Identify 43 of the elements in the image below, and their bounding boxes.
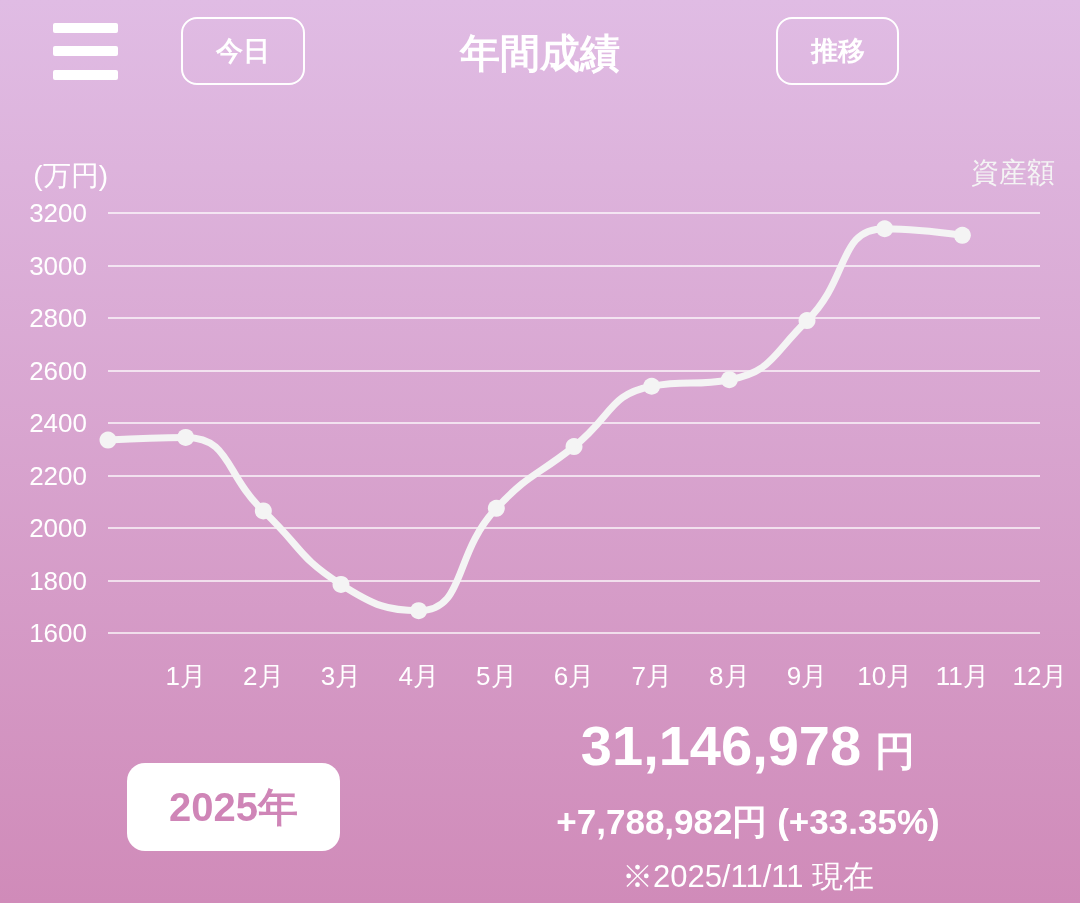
x-tick-label: 1月 <box>165 661 206 691</box>
point <box>332 575 350 593</box>
y-axis-title: (万円) <box>33 159 108 191</box>
series-label: 資産額 <box>971 156 1055 188</box>
x-tick-label: 4月 <box>398 661 439 691</box>
text: 2025年 <box>127 763 340 851</box>
y-tick-label: 2600 <box>29 355 87 386</box>
point <box>487 499 505 517</box>
x-tick-label: 12月 <box>1012 661 1068 691</box>
y-tick-label: 1600 <box>29 618 87 648</box>
point <box>99 431 117 449</box>
y-tick-label: 2000 <box>29 513 87 543</box>
point <box>254 502 272 520</box>
x-tick-label: 2月 <box>243 661 284 691</box>
text: 今日 <box>181 17 305 85</box>
y-tick-label: 2800 <box>29 303 87 333</box>
x-tick-label: 9月 <box>786 661 828 691</box>
point <box>798 312 816 330</box>
point <box>643 377 661 395</box>
point <box>410 602 428 620</box>
point <box>720 371 738 389</box>
x-tick-label: 7月 <box>631 661 672 691</box>
x-tick-label: 5月 <box>476 661 517 691</box>
text: +7,788,982円 (+33.35%) <box>555 802 941 841</box>
x-tick-label: 3月 <box>320 661 362 691</box>
y-tick-label: 3000 <box>29 250 87 281</box>
point <box>177 428 195 446</box>
y-tick-label: 3200 <box>29 198 87 228</box>
text: 円 <box>875 729 916 773</box>
point <box>876 220 894 238</box>
x-tick-label: 8月 <box>709 661 750 691</box>
text: 推移 <box>776 17 899 85</box>
point <box>565 438 583 456</box>
y-tick-label: 2400 <box>29 408 87 438</box>
x-tick-label: 11月 <box>935 661 989 691</box>
y-tick-label: 1800 <box>29 565 87 596</box>
point <box>953 226 971 244</box>
text: ※2025/11/11 現在 <box>620 859 876 894</box>
chart-title: 年間成績 <box>459 31 620 75</box>
y-tick-label: 2200 <box>29 460 87 491</box>
x-tick-label: 6月 <box>553 661 595 691</box>
x-tick-label: 10月 <box>857 661 913 691</box>
text: 31,146,978 <box>580 714 862 777</box>
